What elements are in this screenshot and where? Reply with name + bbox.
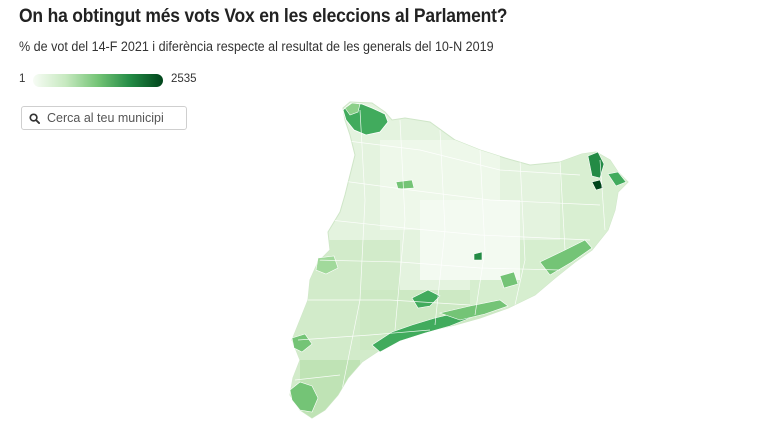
- cap-creus-area[interactable]: [607, 171, 627, 187]
- map-subtitle: % de vot del 14-F 2021 i diferència resp…: [19, 39, 494, 54]
- map-regions: [289, 101, 629, 419]
- search-input[interactable]: [47, 109, 182, 127]
- color-legend: 1 2535: [19, 71, 219, 89]
- legend-gradient-bar: [33, 74, 163, 87]
- baix-llobregat-patch[interactable]: [499, 271, 519, 289]
- map-title: On ha obtingut més vots Vox en les elecc…: [19, 6, 508, 27]
- municipality-shading: [290, 140, 628, 418]
- camp-tarragona-cluster[interactable]: [411, 289, 441, 309]
- coast-tarragona-strip[interactable]: [371, 311, 471, 353]
- solsones-patch[interactable]: [395, 179, 415, 190]
- legend-max-label: 2535: [171, 73, 197, 85]
- bages-patch[interactable]: [473, 251, 483, 261]
- terres-ebre-west[interactable]: [291, 333, 313, 353]
- alt-emporda-dark[interactable]: [591, 179, 604, 191]
- legend-min-label: 1: [19, 73, 26, 85]
- coast-baix-penedes[interactable]: [438, 299, 509, 321]
- municipality-borders: [294, 109, 606, 401]
- search-box[interactable]: [21, 106, 187, 130]
- ebre-delta[interactable]: [289, 381, 319, 413]
- search-icon: [29, 113, 40, 124]
- val-aran-light-part[interactable]: [344, 102, 361, 116]
- girona-figueres-area[interactable]: [587, 151, 605, 179]
